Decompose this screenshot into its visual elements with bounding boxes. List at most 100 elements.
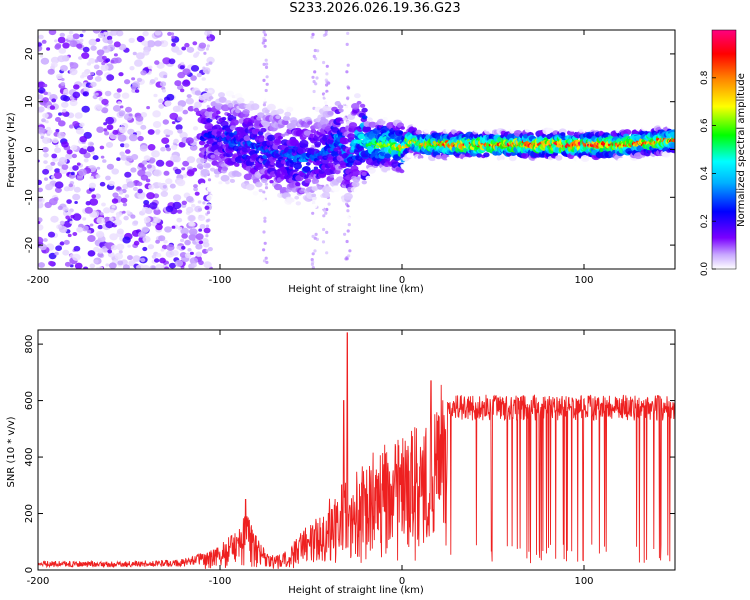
spectrogram-point (154, 40, 162, 47)
spectrogram-point (50, 161, 56, 166)
spectrogram-point (132, 51, 137, 56)
spectrogram-point (523, 160, 532, 168)
spectrogram-point (140, 70, 147, 76)
spectrogram-point (162, 57, 171, 65)
spectrogram-point (211, 74, 216, 78)
spectrogram-point (67, 233, 72, 238)
spectrogram-point (578, 129, 584, 133)
spectrogram-point (265, 62, 269, 66)
snr-background (38, 330, 675, 570)
spectrogram-point (159, 40, 169, 48)
spectrogram-point (263, 241, 267, 245)
spectrogram-point (59, 32, 65, 38)
spectrogram-point (255, 181, 263, 188)
spectrogram-point (63, 239, 70, 245)
spectrogram-point (311, 178, 320, 184)
spectrogram-point (122, 264, 130, 269)
spectrogram-point (171, 144, 178, 150)
spectrogram-point (198, 140, 206, 146)
spectrogram-point (317, 100, 323, 105)
spectrogram-point (207, 75, 212, 79)
spectrogram-point (96, 49, 105, 56)
spectrogram-point (361, 115, 368, 120)
spectrogram-point (262, 103, 266, 107)
spectrogram-point (116, 88, 122, 93)
spectrogram-point (269, 180, 274, 184)
colorbar-gradient (712, 30, 736, 269)
colorbar-ticks: 0.0 0.2 0.4 0.6 0.8 (700, 70, 716, 276)
spectrogram-point (142, 246, 148, 252)
spectrogram-point (57, 36, 66, 44)
spectrogram-point (76, 175, 84, 181)
spectrogram-point (412, 123, 418, 128)
spectrogram-point (91, 194, 97, 199)
spectrogram-point (220, 68, 228, 74)
spectrogram-point (87, 250, 96, 257)
spectrogram-point (89, 142, 94, 146)
spectrogram-point (262, 190, 266, 194)
spectrogram-points (38, 30, 675, 269)
spectrogram-point (295, 182, 301, 187)
spectrogram-point (81, 52, 90, 59)
spectrogram-point (102, 159, 107, 163)
spectrogram-point (235, 172, 242, 177)
spectrogram-point (262, 62, 266, 66)
spectrogram-point (173, 194, 182, 202)
spectrogram-point (149, 265, 157, 269)
spectrogram-point (97, 252, 104, 258)
spectrogram-point (180, 61, 185, 66)
spectrogram-point (54, 181, 64, 189)
spectrogram-point (338, 108, 344, 113)
spectrogram-point (208, 61, 213, 65)
spectrogram-point (643, 157, 652, 164)
spectrogram-point (50, 65, 55, 70)
spectrogram-point (350, 197, 358, 204)
spectrogram-point (321, 240, 326, 244)
spectrogram-point (319, 118, 329, 126)
spectrogram-point (106, 124, 114, 131)
spectrogram-point (342, 117, 348, 121)
spectrogram-point (345, 239, 349, 244)
spectrogram-point (113, 53, 118, 57)
spectrogram-point (216, 110, 221, 115)
spectrogram-point (552, 160, 562, 168)
spectrogram-point (38, 187, 43, 193)
spectrogram-point (357, 161, 362, 165)
spectrogram-point (94, 104, 103, 112)
spectrogram-point (176, 217, 183, 223)
spectrogram-point (315, 76, 319, 80)
spectrogram-point (99, 212, 104, 216)
spectrogram-point (163, 170, 170, 176)
spectrogram-point (479, 158, 488, 165)
spectrogram-point (671, 138, 675, 143)
spectrogram-point (58, 120, 66, 127)
spectrogram-point (46, 47, 51, 51)
spectrogram-point (44, 177, 48, 181)
spectrogram-point (72, 91, 81, 99)
spectrogram-point (169, 112, 179, 120)
spectrogram-point (74, 112, 83, 119)
spectrogram-point (38, 45, 43, 52)
spectrogram-point (254, 150, 259, 154)
spectrogram-point (79, 38, 84, 43)
spectrogram-point (305, 93, 315, 101)
spectrogram-point (206, 31, 211, 35)
spectrogram-point (193, 184, 198, 189)
spectrogram-point (218, 181, 223, 185)
spectrogram-point (52, 137, 59, 144)
spectrogram-point (576, 158, 582, 163)
spectrogram-point (95, 69, 103, 76)
spectrogram-point (347, 86, 351, 90)
spectrogram-point (281, 133, 286, 137)
spectrogram-point (54, 144, 59, 148)
spectrogram-point (202, 201, 206, 205)
spectrogram-point (261, 85, 266, 89)
spectrogram-point (447, 156, 453, 161)
spectrogram-point (286, 197, 295, 204)
spectrogram-point (324, 187, 332, 193)
spectrogram-point (176, 179, 186, 187)
spectrogram-point (81, 105, 90, 113)
spectrogram-point (138, 231, 146, 238)
